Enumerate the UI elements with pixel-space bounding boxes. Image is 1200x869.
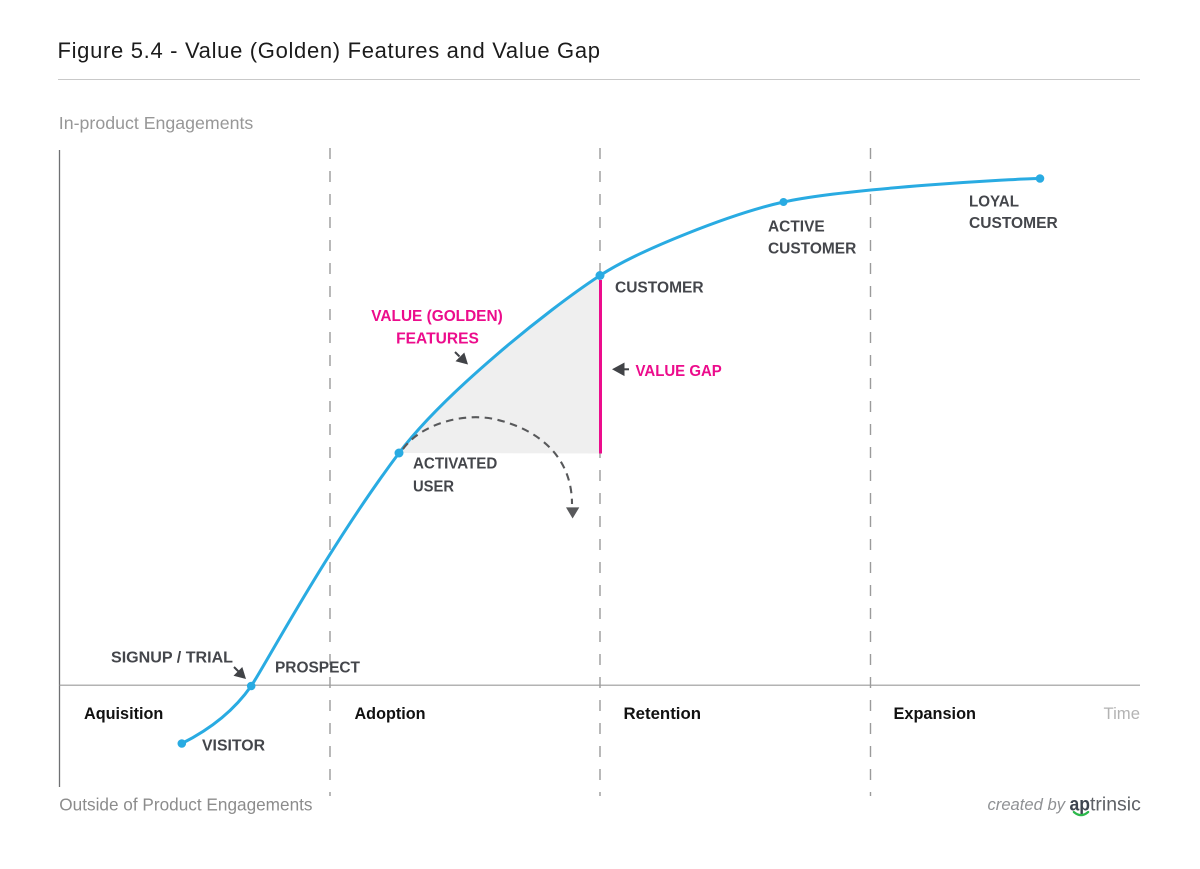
svg-text:ap: ap bbox=[1070, 793, 1091, 815]
svg-text:Figure 5.4 - Value (Golden) Fe: Figure 5.4 - Value (Golden) Features and… bbox=[58, 38, 601, 63]
svg-text:CUSTOMER: CUSTOMER bbox=[768, 241, 857, 258]
svg-text:SIGNUP / TRIAL: SIGNUP / TRIAL bbox=[111, 650, 233, 667]
svg-text:trinsic: trinsic bbox=[1090, 793, 1141, 815]
svg-text:VISITOR: VISITOR bbox=[202, 738, 265, 755]
svg-text:LOYAL: LOYAL bbox=[969, 193, 1019, 210]
svg-text:CUSTOMER: CUSTOMER bbox=[969, 215, 1058, 232]
svg-text:Retention: Retention bbox=[624, 705, 702, 723]
svg-text:FEATURES: FEATURES bbox=[396, 331, 479, 348]
svg-text:PROSPECT: PROSPECT bbox=[275, 660, 360, 677]
svg-text:Time: Time bbox=[1104, 704, 1141, 723]
svg-text:VALUE GAP: VALUE GAP bbox=[636, 363, 723, 380]
svg-text:created by: created by bbox=[988, 795, 1067, 814]
svg-text:Aquisition: Aquisition bbox=[84, 705, 163, 723]
svg-text:VALUE (GOLDEN): VALUE (GOLDEN) bbox=[371, 308, 502, 325]
svg-text:CUSTOMER: CUSTOMER bbox=[615, 280, 704, 297]
svg-text:Expansion: Expansion bbox=[894, 705, 977, 723]
svg-text:In-product Engagements: In-product Engagements bbox=[59, 113, 254, 133]
svg-text:ACTIVE: ACTIVE bbox=[768, 219, 825, 236]
svg-text:Adoption: Adoption bbox=[355, 705, 426, 723]
svg-text:ACTIVATED: ACTIVATED bbox=[413, 456, 497, 473]
svg-text:Outside of Product Engagements: Outside of Product Engagements bbox=[59, 795, 312, 815]
svg-text:USER: USER bbox=[413, 479, 454, 496]
